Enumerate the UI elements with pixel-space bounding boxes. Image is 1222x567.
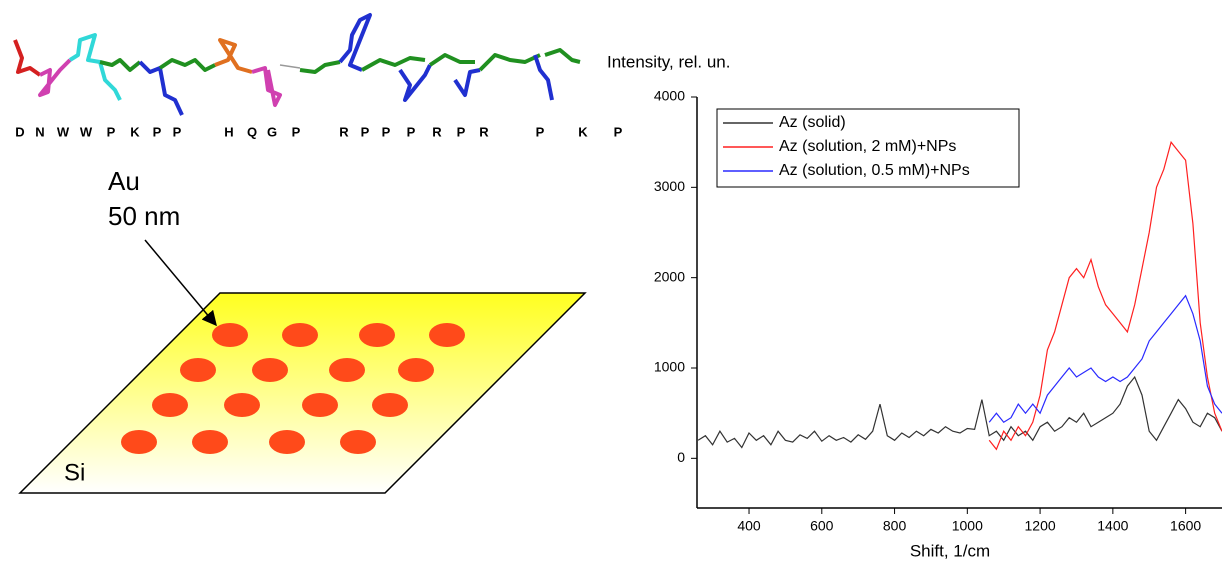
nanoparticle [224, 393, 260, 417]
legend-label: Az (solution, 2 mM)+NPs [779, 138, 956, 155]
nanoparticle [340, 430, 376, 454]
legend-label: Az (solid) [779, 114, 846, 131]
x-tick-label: 400 [737, 518, 761, 534]
residue-label: R [432, 124, 442, 139]
residue-label: P [107, 124, 116, 139]
residue-label: Q [247, 124, 257, 139]
y-tick-label: 1000 [654, 359, 685, 375]
x-tick-label: 800 [883, 518, 907, 534]
nanoparticle [192, 430, 228, 454]
residue-label: P [153, 124, 162, 139]
residue-label: P [292, 124, 301, 139]
residue-label: H [224, 124, 233, 139]
residue-label: P [173, 124, 182, 139]
x-tick-label: 1400 [1097, 518, 1128, 534]
particles [121, 323, 465, 454]
y-axis-label: Intensity, rel. un. [607, 52, 730, 71]
residue-label: K [130, 124, 140, 139]
series-line [988, 294, 1222, 423]
residue-label: G [267, 124, 277, 139]
nanoparticle [398, 358, 434, 382]
residue-label: W [57, 124, 70, 139]
nanoparticle [252, 358, 288, 382]
y-tick-label: 2000 [654, 268, 685, 284]
residue-label: P [361, 124, 370, 139]
particle-label: 50 nm [108, 201, 180, 231]
x-axis-label: Shift, 1/cm [910, 541, 990, 560]
nanoparticle [212, 323, 248, 347]
substrate-label: Si [64, 459, 85, 486]
substrate [18, 292, 587, 494]
residue-label: P [382, 124, 391, 139]
nanoparticle [180, 358, 216, 382]
nanoparticle [302, 393, 338, 417]
nanoparticle [269, 430, 305, 454]
x-tick-label: 1000 [952, 518, 983, 534]
chart: 0 1000 2000 3000 4000 400 600 800 1000 1200 1400 16… [654, 88, 1222, 534]
residue-label: P [614, 124, 623, 139]
residue-label: P [407, 124, 416, 139]
nanoparticle [329, 358, 365, 382]
nanoparticle [372, 393, 408, 417]
particle-label: Au [108, 166, 140, 196]
nanoparticle [282, 323, 318, 347]
residue-label: R [339, 124, 349, 139]
molecule [13, 13, 581, 116]
residue-label: D [15, 124, 24, 139]
residue-label: R [479, 124, 489, 139]
arrow [144, 239, 217, 327]
x-tick-label: 1200 [1025, 518, 1056, 534]
residue-label: P [457, 124, 466, 139]
series-line [697, 375, 1222, 449]
y-tick-label: 3000 [654, 178, 685, 194]
nanoparticle [429, 323, 465, 347]
residue-label: P [536, 124, 545, 139]
x-tick-label: 1600 [1170, 518, 1201, 534]
x-tick-label: 600 [810, 518, 834, 534]
y-tick-label: 4000 [654, 88, 685, 104]
residue-label: N [35, 124, 44, 139]
series-line [988, 140, 1222, 451]
nanoparticle [121, 430, 157, 454]
legend-box [716, 108, 1020, 188]
legend-label: Az (solution, 0.5 mM)+NPs [779, 162, 970, 179]
nanoparticle [152, 393, 188, 417]
nanoparticle [359, 323, 395, 347]
residue-label: W [80, 124, 93, 139]
y-tick-label: 0 [677, 449, 685, 465]
residue-label: K [578, 124, 588, 139]
